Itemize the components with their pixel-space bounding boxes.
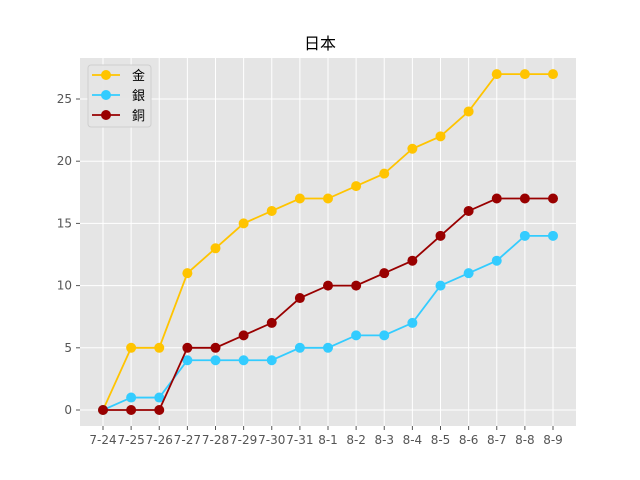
data-point xyxy=(407,317,418,328)
x-tick-label: 7-30 xyxy=(258,433,285,447)
data-point xyxy=(182,355,193,366)
data-point xyxy=(463,268,474,279)
x-tick-label: 7-28 xyxy=(202,433,229,447)
data-point xyxy=(126,342,137,353)
series-銀 xyxy=(98,230,558,415)
data-point xyxy=(266,205,277,216)
y-tick-label: 10 xyxy=(57,279,72,293)
data-point xyxy=(548,230,558,241)
x-tick-label: 7-29 xyxy=(230,433,257,447)
data-point xyxy=(154,392,165,403)
data-point xyxy=(491,69,502,80)
x-tick-label: 8-1 xyxy=(318,433,338,447)
x-tick-label: 8-5 xyxy=(431,433,451,447)
y-tick-label: 25 xyxy=(57,92,72,106)
data-point xyxy=(351,181,362,192)
data-point xyxy=(435,230,446,241)
x-tick-label: 7-26 xyxy=(146,433,173,447)
data-point xyxy=(126,392,137,403)
data-point xyxy=(351,330,362,341)
data-point xyxy=(154,342,165,353)
data-point xyxy=(210,355,221,366)
data-point xyxy=(491,255,502,266)
data-point xyxy=(294,293,305,304)
data-point xyxy=(238,355,249,366)
data-point xyxy=(463,205,474,216)
data-point xyxy=(210,342,221,353)
data-point xyxy=(126,405,137,415)
x-tick-label: 8-6 xyxy=(459,433,479,447)
data-point xyxy=(323,280,333,291)
data-point xyxy=(266,355,277,366)
legend: 金銀銅 xyxy=(87,64,152,128)
data-point xyxy=(548,69,558,80)
legend-marker xyxy=(101,110,111,120)
x-tick-label: 7-25 xyxy=(118,433,145,447)
x-tick-label: 8-3 xyxy=(374,433,394,447)
y-tick-label: 0 xyxy=(64,403,72,417)
data-point xyxy=(548,193,558,204)
data-point xyxy=(323,342,333,353)
legend-marker xyxy=(101,70,111,80)
legend-label: 銀 xyxy=(132,89,145,104)
data-point xyxy=(182,268,193,279)
x-tick-label: 7-27 xyxy=(174,433,201,447)
x-axis: 7-24 7-25 7-26 7-27 7-28 7-29 7-30 7-31 8-1 8-2 8-… xyxy=(89,426,563,447)
data-point xyxy=(294,193,305,204)
data-point xyxy=(463,106,474,117)
data-point xyxy=(407,255,418,266)
data-point xyxy=(238,330,249,341)
legend-label: 銅 xyxy=(132,109,145,124)
x-tick-label: 7-31 xyxy=(286,433,313,447)
data-point xyxy=(519,69,530,80)
legend-marker xyxy=(101,90,111,100)
data-point xyxy=(323,193,333,204)
y-tick-label: 5 xyxy=(64,341,72,355)
series-lines xyxy=(98,69,558,415)
x-tick-label: 8-9 xyxy=(543,433,563,447)
data-point xyxy=(379,168,390,179)
data-point xyxy=(435,131,446,142)
data-point xyxy=(182,342,193,353)
data-point xyxy=(98,405,108,415)
legend-label: 金 xyxy=(132,68,145,84)
data-point xyxy=(407,143,418,154)
data-point xyxy=(519,193,530,204)
data-point xyxy=(379,330,390,341)
x-tick-label: 8-2 xyxy=(346,433,366,447)
data-point xyxy=(519,230,530,241)
x-tick-label: 8-4 xyxy=(403,433,423,447)
data-point xyxy=(351,280,362,291)
data-point xyxy=(491,193,502,204)
chart-title: 日本 xyxy=(303,34,336,53)
data-point xyxy=(266,317,277,328)
data-point xyxy=(154,405,165,415)
x-tick-label: 7-24 xyxy=(89,433,116,447)
data-point xyxy=(294,342,305,353)
data-point xyxy=(379,268,390,279)
x-tick-label: 8-8 xyxy=(515,433,535,447)
x-tick-label: 8-7 xyxy=(487,433,507,447)
y-tick-label: 20 xyxy=(57,154,72,168)
data-point xyxy=(238,218,249,229)
y-tick-label: 15 xyxy=(57,216,72,230)
data-point xyxy=(435,280,446,291)
data-point xyxy=(210,243,221,254)
series-銅 xyxy=(98,193,558,415)
y-axis: 0 5 10 15 20 25 xyxy=(57,92,80,417)
